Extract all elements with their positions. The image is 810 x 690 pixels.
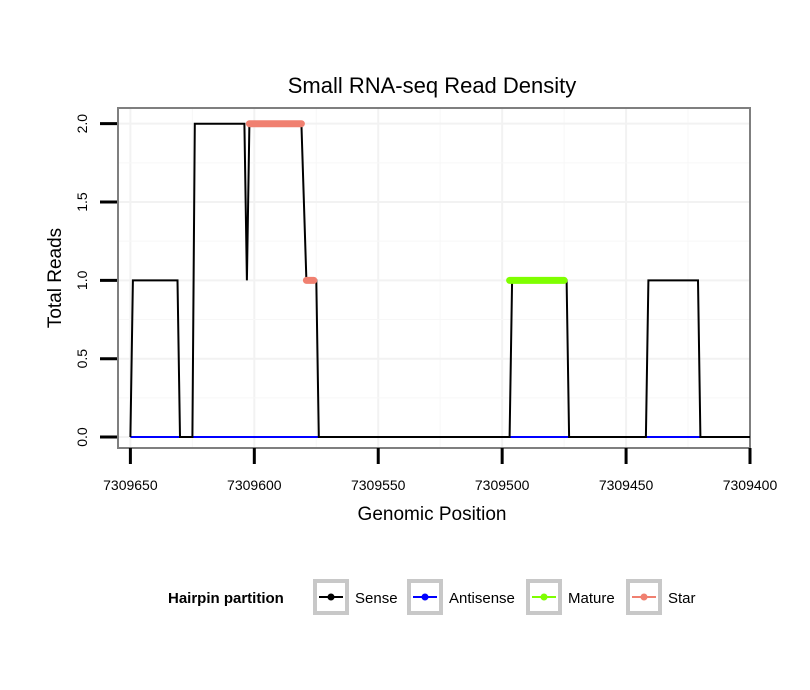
- panel-border: [117, 107, 751, 449]
- series-layer: [129, 120, 750, 438]
- y-tick-label: 0.0: [74, 427, 90, 447]
- legend-label-antisense: Antisense: [449, 590, 515, 607]
- x-axis-title: Genomic Position: [358, 504, 507, 525]
- x-tick-label: 7309450: [599, 477, 654, 493]
- legend-key-dot: [540, 593, 548, 601]
- legend-key-dot: [640, 593, 648, 601]
- legend-label-sense: Sense: [355, 590, 398, 607]
- legend-key-dot: [421, 593, 429, 601]
- y-tick-label: 1.5: [74, 192, 90, 212]
- y-tick-label: 0.5: [74, 349, 90, 369]
- grid-layer: [118, 108, 751, 448]
- x-tick-label: 7309600: [227, 477, 282, 493]
- y-tick-label: 2.0: [74, 114, 90, 134]
- legend-item-antisense: Antisense: [407, 579, 515, 615]
- x-tick-label: 7309650: [103, 477, 158, 493]
- x-tick-label: 7309550: [351, 477, 406, 493]
- legend-item-mature: Mature: [526, 579, 615, 615]
- x-tick-label: 7309400: [723, 477, 778, 493]
- legend-item-star: Star: [626, 579, 696, 615]
- axis-layer: 7309650 7309600 7309550 7309500 7309450 73094…: [74, 114, 777, 493]
- x-tick-label: 7309500: [475, 477, 530, 493]
- legend-label-mature: Mature: [568, 590, 615, 607]
- chart-title: Small RNA-seq Read Density: [288, 73, 577, 98]
- legend-key-dot: [327, 593, 335, 601]
- legend-title: Hairpin partition: [168, 590, 284, 607]
- legend-item-sense: Sense: [313, 579, 398, 615]
- y-tick-label: 1.0: [74, 270, 90, 290]
- legend-label-star: Star: [668, 590, 696, 607]
- legend: Hairpin partition Sense Antisense Mature St…: [168, 579, 696, 615]
- y-axis-title: Total Reads: [45, 228, 66, 328]
